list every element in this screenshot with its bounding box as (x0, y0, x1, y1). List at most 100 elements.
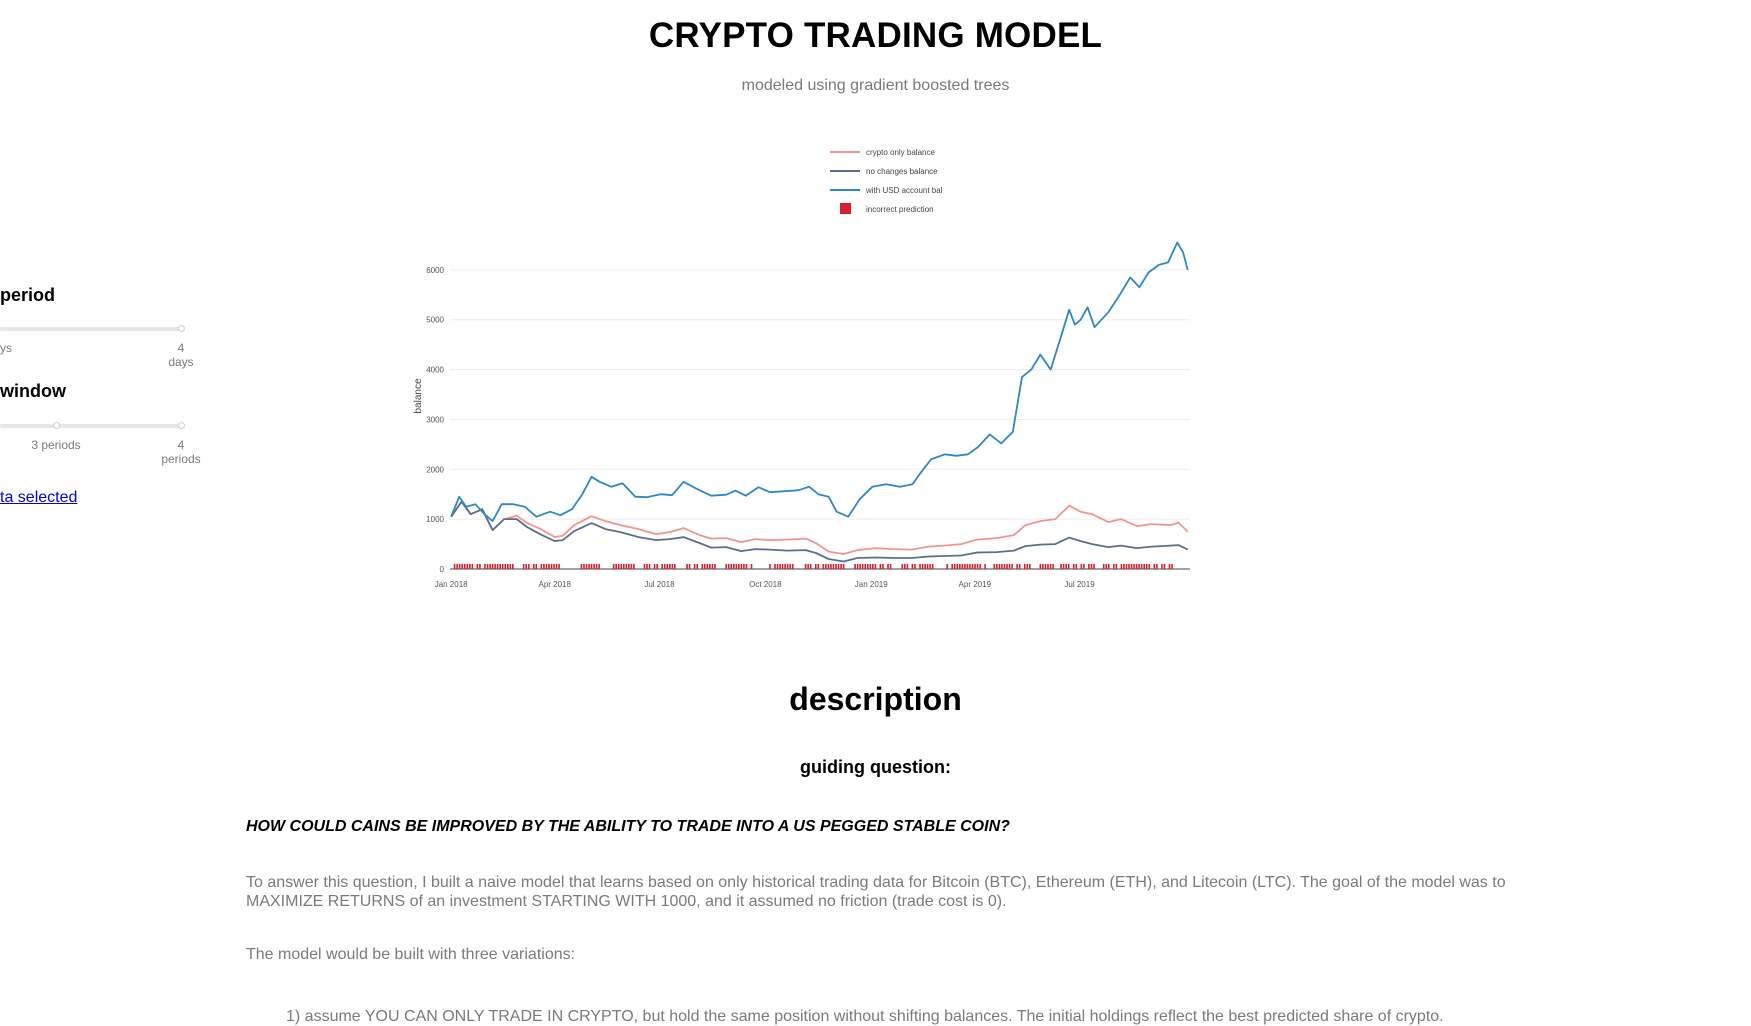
incorrect-prediction-marker (904, 564, 906, 569)
window-slider-handle[interactable] (178, 422, 185, 429)
window-slider-dot-3[interactable] (53, 422, 60, 429)
incorrect-prediction-marker (1156, 564, 1158, 569)
incorrect-prediction-marker (628, 564, 630, 569)
incorrect-prediction-marker (666, 564, 669, 569)
period-mark-high: 4 days (168, 341, 194, 369)
incorrect-prediction-marker (814, 564, 817, 569)
data-selected-link[interactable]: ta selected (0, 489, 78, 506)
legend-label: crypto only balance (866, 148, 935, 157)
incorrect-prediction-marker (911, 564, 914, 569)
incorrect-prediction-marker (1130, 564, 1133, 569)
incorrect-prediction-marker (984, 564, 986, 569)
incorrect-prediction-marker (725, 564, 728, 569)
incorrect-prediction-marker (956, 564, 959, 569)
x-tick-label: Oct 2018 (749, 580, 782, 589)
incorrect-prediction-marker (791, 564, 794, 569)
series-line-1 (450, 500, 1189, 555)
incorrect-prediction-marker (1090, 564, 1093, 569)
incorrect-prediction-marker (874, 564, 877, 569)
incorrect-prediction-marker (1128, 564, 1130, 569)
period-slider-handle[interactable] (178, 325, 185, 332)
incorrect-prediction-marker (738, 564, 740, 569)
incorrect-prediction-marker (735, 564, 738, 569)
x-tick-label: Apr 2018 (538, 580, 571, 589)
incorrect-prediction-marker (1042, 564, 1044, 569)
incorrect-prediction-marker (1060, 564, 1062, 569)
incorrect-prediction-marker (506, 564, 509, 569)
incorrect-prediction-marker (859, 564, 861, 569)
incorrect-prediction-marker (486, 564, 489, 569)
incorrect-prediction-marker (543, 564, 545, 569)
incorrect-prediction-marker (1026, 564, 1029, 569)
incorrect-prediction-marker (889, 564, 892, 569)
incorrect-prediction-marker (612, 564, 615, 569)
incorrect-prediction-marker (901, 564, 904, 569)
incorrect-prediction-marker (1083, 564, 1085, 569)
incorrect-prediction-marker (615, 564, 617, 569)
incorrect-prediction-marker (769, 564, 771, 569)
incorrect-prediction-marker (656, 564, 658, 569)
incorrect-prediction-marker (1140, 564, 1143, 569)
incorrect-prediction-marker (1011, 564, 1013, 569)
incorrect-prediction-marker (998, 564, 1001, 569)
window-mark-4: 4 periods (161, 438, 201, 466)
x-tick-label: Jul 2018 (644, 580, 675, 589)
incorrect-prediction-marker (835, 564, 837, 569)
incorrect-prediction-marker (701, 564, 704, 569)
y-tick-label: 4000 (426, 366, 444, 375)
y-tick-label: 0 (440, 565, 445, 574)
incorrect-prediction-marker (540, 564, 543, 569)
incorrect-prediction-marker (590, 564, 593, 569)
incorrect-prediction-marker (906, 564, 909, 569)
incorrect-prediction-marker (929, 564, 931, 569)
window-slider[interactable] (0, 424, 182, 428)
incorrect-prediction-marker (499, 564, 501, 569)
chart-series (450, 241, 1189, 563)
series-line-3 (450, 241, 1189, 522)
incorrect-prediction-marker (1075, 564, 1078, 569)
incorrect-prediction-marker (633, 564, 635, 569)
incorrect-prediction-marker (809, 564, 812, 569)
x-tick-label: Apr 2019 (959, 580, 992, 589)
period-slider[interactable] (0, 327, 182, 331)
period-mark-low: ys (0, 341, 12, 355)
incorrect-prediction-marker (453, 564, 456, 569)
incorrect-prediction-marker (1039, 564, 1042, 569)
y-tick-label: 2000 (426, 465, 444, 474)
incorrect-prediction-marker (1018, 564, 1021, 569)
incorrect-prediction-marker (653, 564, 656, 569)
incorrect-prediction-marker (468, 564, 471, 569)
incorrect-prediction-marker (1006, 564, 1008, 569)
incorrect-prediction-marker (1148, 564, 1151, 569)
incorrect-prediction-marker (491, 564, 494, 569)
incorrect-prediction-marker (1067, 564, 1070, 569)
incorrect-prediction-marker (622, 564, 625, 569)
incorrect-prediction-marker (466, 564, 469, 569)
incorrect-prediction-marker (669, 564, 671, 569)
incorrect-prediction-marker (784, 564, 786, 569)
incorrect-prediction-marker (822, 564, 825, 569)
description-paragraph-2: The model would be built with three vari… (246, 946, 576, 963)
incorrect-prediction-marker (458, 564, 461, 569)
incorrect-prediction-marker (479, 564, 481, 569)
incorrect-prediction-marker (879, 564, 882, 569)
incorrect-prediction-marker (1133, 564, 1135, 569)
incorrect-prediction-marker (1171, 564, 1173, 569)
incorrect-prediction-marker (706, 564, 709, 569)
incorrect-prediction-marker (525, 564, 527, 569)
incorrect-prediction-marker (1163, 564, 1166, 569)
incorrect-prediction-marker (1003, 564, 1006, 569)
chart-legend: crypto only balance no changes balance wit… (830, 148, 943, 214)
incorrect-prediction-marker (686, 564, 688, 569)
y-tick-label: 3000 (426, 415, 444, 424)
incorrect-prediction-marker (1135, 564, 1138, 569)
incorrect-prediction-marker (842, 564, 845, 569)
incorrect-prediction-marker (709, 564, 711, 569)
incorrect-prediction-marker (1062, 564, 1065, 569)
variation-list-item-1: 1) assume YOU CAN ONLY TRADE IN CRYPTO, … (286, 1008, 1444, 1025)
incorrect-prediction-marker (979, 564, 981, 569)
description-paragraph-1: To answer this question, I built a naive… (246, 874, 1506, 910)
incorrect-prediction-marker (774, 564, 776, 569)
incorrect-prediction-marker (882, 564, 884, 569)
incorrect-prediction-marker (959, 564, 961, 569)
